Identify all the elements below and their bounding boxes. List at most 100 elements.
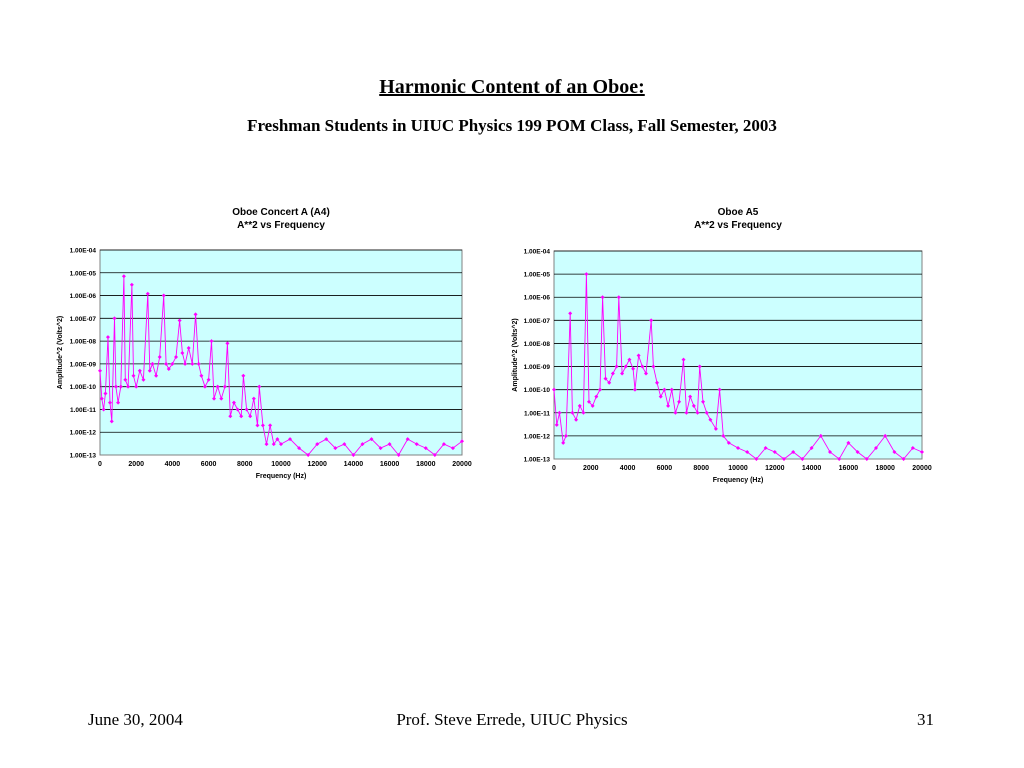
- data-point: [378, 446, 383, 451]
- data-point: [170, 361, 175, 366]
- data-point: [241, 373, 246, 378]
- data-point: [697, 364, 702, 369]
- y-tick-label: 1.00E-09: [524, 364, 551, 371]
- data-point: [129, 282, 134, 287]
- data-point: [809, 445, 814, 450]
- data-point: [255, 423, 260, 428]
- data-point: [721, 433, 726, 438]
- data-point: [105, 335, 110, 340]
- data-point: [590, 403, 595, 408]
- data-point: [141, 377, 146, 382]
- data-point: [666, 403, 671, 408]
- data-point: [644, 371, 648, 376]
- data-point: [632, 387, 637, 392]
- data-point: [109, 419, 114, 424]
- chart-oboe-a5: Oboe A5 A**2 vs Frequency 1.00E-13 1.00E-12…: [505, 200, 935, 495]
- y-tick-label: 1.00E-08: [70, 339, 97, 346]
- data-point: [688, 394, 693, 399]
- data-point: [116, 400, 121, 405]
- y-tick-label: 1.00E-06: [524, 295, 551, 302]
- y-tick-label: 1.00E-12: [524, 433, 551, 440]
- data-point: [460, 439, 464, 444]
- data-point: [387, 442, 392, 447]
- x-tick-label: 8000: [693, 465, 709, 472]
- data-point: [763, 445, 768, 450]
- data-point: [126, 384, 131, 389]
- data-point: [691, 403, 696, 408]
- y-axis-label: Amplitude^2 (Volts^2): [511, 318, 519, 391]
- x-tick-label: 20000: [452, 461, 472, 468]
- footer-page-number: 31: [917, 710, 934, 729]
- chart-subtitle: A**2 vs Frequency: [694, 220, 782, 231]
- data-point: [297, 446, 302, 451]
- data-point: [222, 384, 227, 389]
- chart-subtitle: A**2 vs Frequency: [237, 220, 325, 231]
- y-tick-label: 1.00E-12: [70, 430, 97, 437]
- x-tick-label: 0: [552, 465, 556, 472]
- data-point: [324, 437, 329, 442]
- data-point: [193, 312, 198, 317]
- data-point: [636, 353, 641, 358]
- chart-title: Oboe A5: [718, 207, 759, 218]
- x-tick-label: 20000: [912, 465, 932, 472]
- data-point: [631, 366, 636, 371]
- data-point: [268, 423, 273, 428]
- data-point: [351, 453, 356, 457]
- data-point: [101, 407, 106, 412]
- data-point: [600, 295, 605, 300]
- data-point: [450, 446, 455, 451]
- data-point: [134, 384, 139, 389]
- footer-date: June 30, 2004: [88, 710, 183, 729]
- data-point: [791, 450, 796, 455]
- data-point: [754, 457, 759, 461]
- data-point: [640, 364, 645, 369]
- data-point: [658, 394, 663, 399]
- data-point: [910, 445, 915, 450]
- data-point: [701, 399, 706, 404]
- data-point: [342, 442, 347, 447]
- data-point: [684, 410, 689, 415]
- data-point: [581, 410, 586, 415]
- data-point: [157, 355, 162, 360]
- data-point: [892, 450, 897, 455]
- x-tick-label: 16000: [380, 461, 400, 468]
- data-point: [681, 357, 686, 362]
- data-point: [874, 445, 878, 450]
- data-point: [577, 403, 582, 408]
- data-point: [695, 410, 700, 415]
- data-point: [673, 410, 678, 415]
- data-point: [360, 442, 365, 447]
- data-point: [441, 442, 446, 447]
- data-point: [174, 355, 179, 360]
- slide-subtitle: Freshman Students in UIUC Physics 199 PO…: [247, 116, 777, 135]
- data-point: [150, 361, 155, 366]
- data-point: [901, 457, 906, 461]
- data-point: [112, 316, 117, 321]
- x-axis-label: Frequency (Hz): [713, 477, 764, 484]
- data-point: [209, 339, 214, 344]
- data-point: [586, 399, 591, 404]
- data-point: [726, 440, 731, 445]
- data-point: [183, 361, 188, 366]
- data-point: [570, 410, 575, 415]
- data-point: [649, 318, 654, 323]
- plot-area: [553, 250, 923, 460]
- y-tick-label: 1.00E-05: [524, 272, 551, 279]
- y-tick-label: 1.00E-04: [524, 249, 551, 256]
- data-point: [614, 364, 619, 369]
- data-point: [147, 368, 152, 373]
- data-point: [190, 361, 195, 366]
- x-tick-label: 16000: [839, 465, 859, 472]
- data-point: [414, 442, 419, 447]
- data-point: [123, 377, 128, 382]
- data-point: [800, 457, 805, 461]
- data-point: [231, 400, 236, 405]
- data-point: [137, 368, 142, 373]
- data-point: [561, 440, 566, 445]
- data-point: [405, 437, 410, 442]
- data-point: [275, 437, 280, 442]
- data-point: [432, 453, 437, 457]
- x-tick-label: 8000: [237, 461, 253, 468]
- data-point: [166, 366, 171, 371]
- data-point: [554, 422, 559, 427]
